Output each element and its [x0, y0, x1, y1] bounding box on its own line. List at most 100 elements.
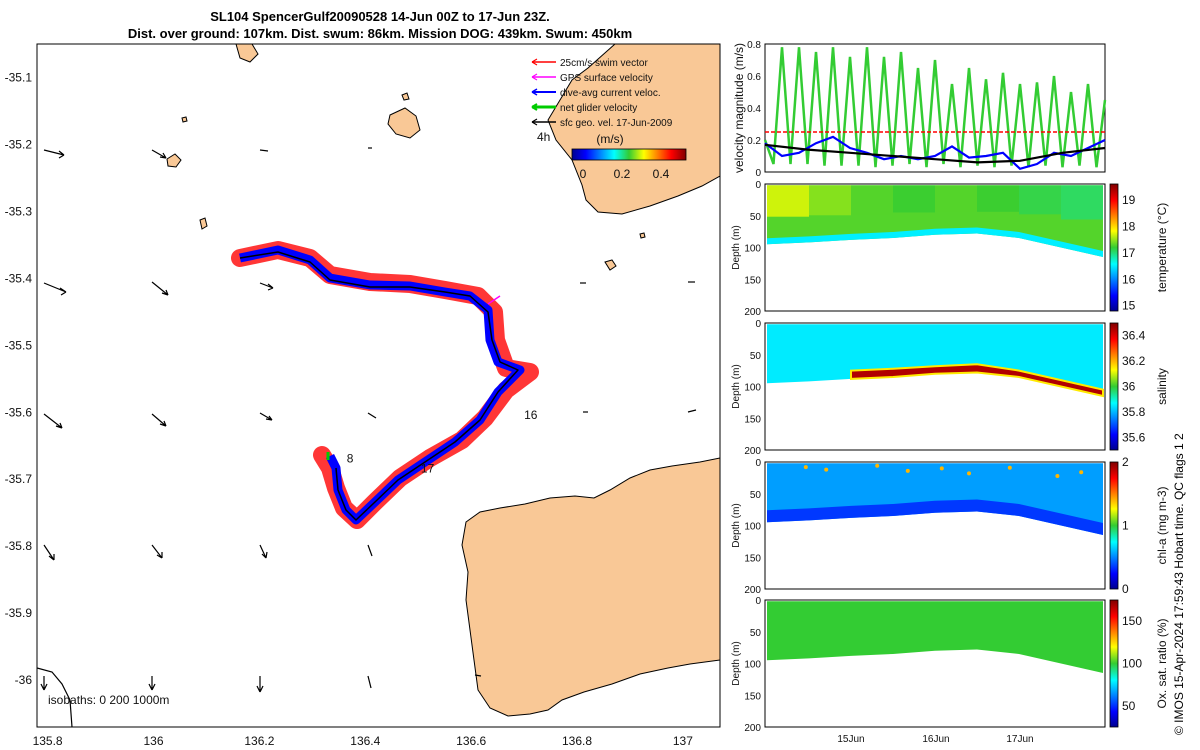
section-y-tick: 200: [744, 446, 761, 457]
chl-bottom-layer: [767, 499, 1103, 535]
land-kangaroo-island: [461, 457, 720, 717]
temperature-surface-cell: [851, 185, 893, 215]
chl-high-point: [824, 467, 829, 472]
map-colorbar-tick: 0.4: [653, 167, 670, 181]
colorbar-label: salinity: [1155, 368, 1169, 405]
section-y-ticks: 0 50 100 150 200: [744, 596, 761, 734]
map-colorbar-tick: 0.2: [614, 167, 631, 181]
map-x-tick: 136.2: [244, 734, 274, 748]
colorbar-label: chl-a (mg m-3): [1155, 486, 1169, 564]
velocity-y-tick: 0.6: [747, 72, 761, 83]
island: [639, 232, 646, 239]
section-panel-chl-a: 0 50 100 150 200 Depth (m) 0 1 2 chl-a (mg m-3): [731, 455, 1169, 596]
colorbar-ticks: 35.6 35.8 36 36.2 36.4: [1122, 329, 1146, 445]
day-marker-17: 17: [421, 462, 435, 476]
section-y-tick: 0: [755, 319, 761, 330]
copyright-notice: © IMOS 15-Apr-2024 17:59:43 Hobart time.…: [1172, 433, 1186, 735]
section-y-ticks: 0 50 100 150 200: [744, 458, 761, 596]
chl-high-point: [1007, 465, 1012, 470]
map-y-tick: -35.7: [5, 472, 33, 486]
colorbar-tick: 17: [1122, 246, 1136, 260]
map-colorbar-tick: 0: [580, 167, 587, 181]
section-y-tick: 100: [744, 522, 761, 533]
section-y-label: Depth (m): [731, 641, 742, 685]
map-x-tick: 135.8: [33, 734, 63, 748]
section-panel-temperature: 0 50 100 150 200 Depth (m) 15 16 17 18 19 temperatu…: [731, 180, 1169, 318]
velocity-y-tick: 0.8: [747, 40, 761, 51]
section-y-tick: 150: [744, 275, 761, 286]
day-marker-8: 8: [347, 452, 354, 466]
section-y-label: Depth (m): [731, 503, 742, 547]
map-y-tick: -35.2: [5, 137, 33, 151]
time-axis: 15Jun 16Jun 17Jun: [837, 734, 1033, 745]
legend-swim-vector: 25cm/s swim vector: [560, 58, 648, 69]
island: [235, 44, 259, 63]
map-speed-colorbar: [571, 148, 687, 161]
chl-high-point: [803, 465, 808, 470]
island: [199, 217, 208, 230]
temperature-bottom-layer: [767, 227, 1103, 257]
chl-high-point: [905, 468, 910, 473]
colorbar-tick: 18: [1122, 219, 1136, 233]
section-y-ticks: 0 50 100 150 200: [744, 319, 761, 457]
island: [604, 259, 617, 271]
section-y-label: Depth (m): [731, 225, 742, 269]
isobath-line: [37, 667, 73, 727]
section-colorbar: [1109, 183, 1119, 312]
section-y-tick: 200: [744, 723, 761, 734]
temperature-surface-cell: [809, 185, 851, 216]
temperature-surface-cell: [1019, 185, 1061, 215]
section-colorbar: [1109, 322, 1119, 451]
section-y-tick: 150: [744, 553, 761, 564]
section-y-tick: 50: [750, 351, 762, 362]
colorbar-label: Ox. sat. ratio (%): [1155, 618, 1169, 708]
velocity-series-group: [763, 47, 1107, 171]
velocity-panel: 0 0.2 0.4 0.6 0.8 velocity magnitude (m/…: [732, 40, 1107, 179]
colorbar-ticks: 0 1 2: [1122, 455, 1129, 596]
colorbar-tick: 19: [1122, 193, 1136, 207]
map-colorbar-title: (m/s): [596, 132, 623, 146]
velocity-series-glider-speed: [763, 47, 1107, 168]
temperature-surface-cell: [767, 185, 809, 217]
map-y-tick: -35.6: [5, 405, 33, 419]
map-x-tick: 136: [143, 734, 163, 748]
colorbar-ticks: 15 16 17 18 19: [1122, 193, 1136, 313]
colorbar-tick: 36.2: [1122, 354, 1146, 368]
colorbar-tick: 16: [1122, 272, 1136, 286]
velocity-y-tick: 0.2: [747, 136, 761, 147]
time-tick-16jun: 16Jun: [922, 734, 949, 745]
day-marker-16: 16: [524, 408, 538, 422]
map-y-tick: -35.9: [5, 606, 33, 620]
chl-high-point: [1055, 474, 1060, 478]
land-yorke-peninsula: [547, 44, 720, 215]
island: [181, 116, 188, 123]
section-y-tick: 0: [755, 180, 761, 191]
colorbar-tick: 35.8: [1122, 405, 1146, 419]
chart-title-line1: SL104 SpencerGulf20090528 14-Jun 00Z to …: [210, 9, 550, 24]
section-y-ticks: 0 50 100 150 200: [744, 180, 761, 318]
colorbar-tick: 36: [1122, 380, 1136, 394]
section-y-tick: 50: [750, 212, 762, 223]
legend-net-glider-velocity: net glider velocity: [560, 103, 637, 114]
section-y-tick: 0: [755, 458, 761, 469]
section-y-label: Depth (m): [731, 364, 742, 408]
section-colorbar: [1109, 461, 1119, 590]
chart-title-line2: Dist. over ground: 107km. Dist. swum: 86…: [127, 26, 633, 41]
section-y-tick: 100: [744, 244, 761, 255]
velocity-y-tick: 0.4: [747, 104, 761, 115]
section-y-tick: 100: [744, 660, 761, 671]
map-y-tick: -35.5: [5, 338, 33, 352]
velocity-series-sfc-geo-vel-: [764, 143, 1106, 164]
chl-high-point: [1079, 470, 1084, 475]
legend-gps-velocity: GPS surface velocity: [560, 73, 653, 84]
colorbar-tick: 1: [1122, 519, 1129, 533]
map-x-ticks: 135.8 136 136.2 136.4 136.6 136.8 137: [33, 734, 694, 748]
time-tick-15jun: 15Jun: [837, 734, 864, 745]
temperature-surface-cell: [1061, 185, 1103, 220]
map-y-tick: -36: [15, 673, 33, 687]
section-panel-salinity: 0 50 100 150 200 Depth (m) 35.6 35.8 36 36.2 36.4 s…: [731, 319, 1169, 457]
section-y-tick: 50: [750, 628, 762, 639]
colorbar-tick: 36.4: [1122, 329, 1146, 343]
colorbar-tick: 15: [1122, 299, 1136, 313]
